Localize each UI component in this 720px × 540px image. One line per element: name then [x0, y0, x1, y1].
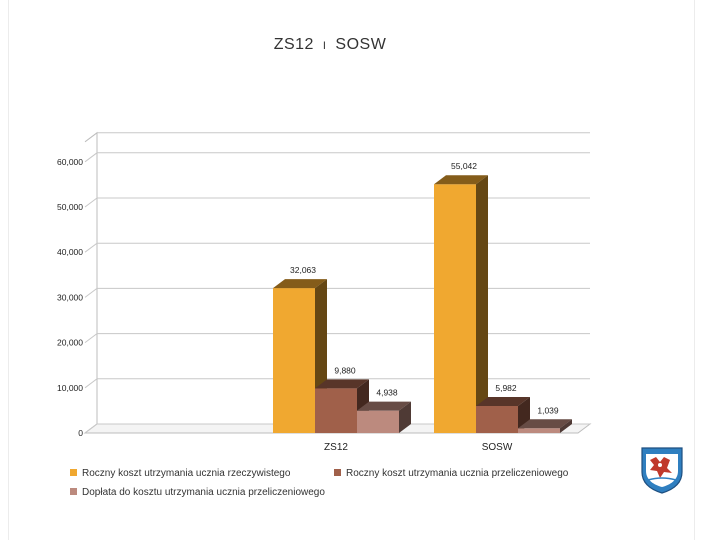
- bar-front: [315, 388, 357, 433]
- bar-top: [518, 419, 572, 429]
- y-tick-label: 30,000: [57, 292, 83, 302]
- gridline: [84, 333, 590, 343]
- legend-swatch: [70, 469, 77, 476]
- data-label: 4,938: [376, 388, 398, 398]
- legend-label: Dopłata do kosztu utrzymania ucznia prze…: [82, 487, 325, 498]
- bar-top: [357, 401, 411, 411]
- bar-front: [476, 405, 518, 433]
- slide-frame-right: [694, 0, 695, 540]
- bar-front: [273, 288, 315, 433]
- y-tick-label: 20,000: [57, 338, 83, 348]
- y-tick-label: 40,000: [57, 247, 83, 257]
- gridline: [84, 197, 590, 208]
- slide-frame-left: [8, 0, 9, 540]
- bar-front: [518, 428, 560, 433]
- y-tick-label: 60,000: [57, 157, 83, 167]
- bar-side: [399, 401, 411, 433]
- y-tick-label: 10,000: [57, 383, 83, 393]
- gridline: [84, 423, 590, 434]
- bar-front: [357, 410, 399, 433]
- legend-item-converted-cost: Roczny koszt utrzymania ucznia przelicze…: [334, 468, 568, 479]
- legend-item-surcharge: Dopłata do kosztu utrzymania ucznia prze…: [70, 487, 325, 498]
- gridline: [84, 242, 590, 253]
- title-main: ZS12: [273, 36, 314, 53]
- legend-swatch: [70, 488, 77, 495]
- y-tick-label: 0: [78, 428, 83, 438]
- bar-side: [560, 419, 572, 433]
- coat-of-arms-logo: [641, 447, 683, 494]
- bar-top: [273, 279, 327, 289]
- legend-label: Roczny koszt utrzymania ucznia rzeczywis…: [82, 468, 291, 479]
- legend-swatch: [334, 469, 341, 476]
- bar-top: [476, 396, 530, 406]
- chart-title: ZS12 I SOSW: [0, 36, 660, 54]
- data-label: 32,063: [290, 265, 316, 275]
- legend-label: Roczny koszt utrzymania ucznia przelicze…: [346, 468, 569, 479]
- data-label: 5,982: [495, 383, 517, 393]
- bar-top: [434, 175, 488, 185]
- data-label: 9,880: [334, 365, 356, 375]
- gridline: [84, 287, 590, 298]
- bar-side: [476, 175, 488, 434]
- y-tick-label: 50,000: [57, 202, 83, 212]
- legend-item-real-cost: Roczny koszt utrzymania ucznia rzeczywis…: [70, 468, 290, 479]
- data-label: 55,042: [451, 161, 477, 171]
- x-tick-label: ZS12: [324, 442, 348, 453]
- gridline: [84, 378, 590, 389]
- title-separator: I: [322, 40, 327, 52]
- title-sub: SOSW: [335, 36, 387, 53]
- gridline: [84, 152, 590, 163]
- x-tick-label: SOSW: [482, 442, 513, 453]
- data-label: 1,039: [537, 405, 559, 415]
- bar-front: [434, 184, 476, 433]
- bar-top: [315, 379, 369, 389]
- side-wall: [84, 131, 98, 434]
